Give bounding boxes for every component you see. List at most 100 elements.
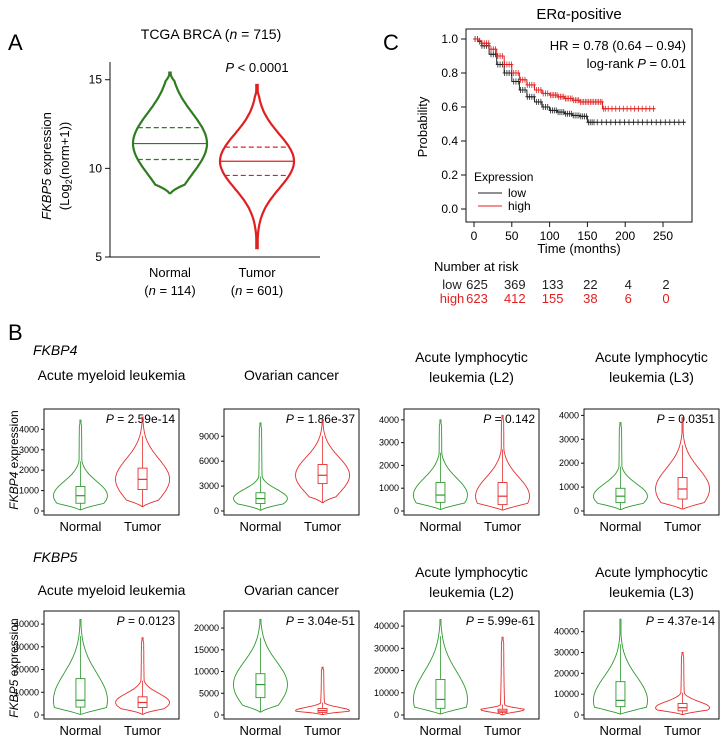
panel-b-p-annotation: P = 1.86e-37 <box>286 412 355 426</box>
panel-c-risk-title: Number at risk <box>434 259 519 274</box>
panel-b-ytick-label: 3000 <box>559 434 579 444</box>
panel-b-p-label: P <box>483 412 491 426</box>
panel-b-ytick-label: 5000 <box>199 688 219 698</box>
panel-b-p-annotation: P = 3.04e-51 <box>286 614 355 628</box>
panel-b-p-annotation: P = 5.99e-61 <box>466 614 535 628</box>
panel-b-chart-title: Acute lymphocytic <box>595 349 708 365</box>
panel-b-ytick-label: 4000 <box>379 415 399 425</box>
panel-b-ytick-label: 40000 <box>374 621 399 631</box>
panel-b-chart-title: leukemia (L3) <box>609 584 694 600</box>
panel-c-ytick-label: 0.6 <box>441 100 458 114</box>
panel-b-row2-ylabel: FKBP5 expression <box>7 618 21 717</box>
panel-c-label: C <box>383 30 399 55</box>
panel-b-violin-tumor <box>115 637 170 715</box>
panel-c-ytick-label: 0.4 <box>441 134 458 148</box>
panel-b-ytick-label: 0 <box>214 710 219 720</box>
panel-b-chart-2: Ovarian cancer P = 1.86e-37 0 3000 6000 9000 N… <box>199 367 360 534</box>
panel-c-xtick-label: 150 <box>577 229 597 243</box>
panel-b-xlabel-tumor: Tumor <box>484 519 522 534</box>
panel-c-ytick-label: 1.0 <box>441 32 458 46</box>
panel-b-p-value: = 2.59e-14 <box>114 412 175 426</box>
panel-c-xtick-label: 0 <box>471 229 478 243</box>
panel-c-plot-frame <box>465 28 693 223</box>
panel-b-p-annotation: P = 0.0351 <box>657 412 716 426</box>
panel-a-ytick-label: 5 <box>95 250 102 264</box>
panel-b-charts: Acute myeloid leukemia P = 2.59e-14 0 1000 2… <box>14 349 720 738</box>
panel-b-violin-normal <box>53 619 108 715</box>
panel-b-ytick-label: 40000 <box>14 619 39 629</box>
panel-b-chart-5: Acute myeloid leukemia P = 0.0123 0 10000 20… <box>14 582 186 738</box>
panel-b-p-value: = 5.99e-61 <box>474 614 535 628</box>
panel-b-ytick-label: 2000 <box>379 460 399 470</box>
panel-b-xlabel-tumor: Tumor <box>304 723 342 738</box>
panel-b-ytick-label: 30000 <box>374 643 399 653</box>
panel-a-plot: 5 10 15 <box>89 71 296 264</box>
panel-b-p-label: P <box>117 614 125 628</box>
panel-c-risk-value: 6 <box>625 291 632 306</box>
panel-b-violin-normal <box>53 419 108 511</box>
panel-a-xlabel-tumor: Tumor <box>238 265 276 280</box>
panel-b-ytick-label: 2000 <box>559 458 579 468</box>
panel-b-xlabel-tumor: Tumor <box>124 723 162 738</box>
panel-c-risk-value: 2 <box>662 277 669 292</box>
panel-b-ytick-label: 30000 <box>554 648 579 658</box>
panel-c-risk-value: 625 <box>466 277 488 292</box>
panel-b-p-label: P <box>657 412 665 426</box>
panel-b-violin-tumor <box>295 419 350 504</box>
panel-c-risk-table: low 625 369 133 22 4 2 high 623 412 155 38 6 0 <box>440 277 670 306</box>
panel-b-p-annotation: P = 4.37e-14 <box>646 614 715 628</box>
panel-c-logrank: log-rank P = 0.01 <box>587 56 686 71</box>
panel-a-n-tumor: (n = 601) <box>231 283 283 298</box>
panel-b-p-label: P <box>646 614 654 628</box>
panel-c-xtick-label: 50 <box>505 229 519 243</box>
panel-b-plot-frame <box>583 610 720 720</box>
panel-c-ytick-label: 0.2 <box>441 168 458 182</box>
panel-b-ytick-label: 3000 <box>19 445 39 455</box>
panel-c-ylabel: Probability <box>415 96 430 157</box>
panel-b-row1-gene: FKBP4 <box>33 342 78 358</box>
panel-b-plot-frame <box>223 408 360 516</box>
panel-b-chart-6: Ovarian cancer P = 3.04e-51 0 5000 10000 1500… <box>194 582 360 738</box>
panel-b-box-normal <box>435 482 446 503</box>
panel-c-xtick-label: 200 <box>615 229 635 243</box>
panel-b-ytick-label: 20000 <box>374 666 399 676</box>
panel-c-risk-value: 0 <box>662 291 669 306</box>
panel-c-ytick-label: 0.0 <box>441 202 458 216</box>
panel-b-box-tumor <box>317 464 328 485</box>
panel-b-p-value: = 0.0351 <box>665 412 716 426</box>
panel-b-xlabel-tumor: Tumor <box>124 519 162 534</box>
panel-b-p-value: = 4.37e-14 <box>654 614 715 628</box>
panel-b-ytick-label: 40000 <box>554 627 579 637</box>
panel-b-ytick-label: 1000 <box>559 482 579 492</box>
panel-b-row1-ylabel: FKBP4 expression <box>7 410 21 509</box>
panel-b-violin-tumor <box>475 414 530 511</box>
panel-b-xlabel-normal: Normal <box>239 519 281 534</box>
panel-c-risk-value: 623 <box>466 291 488 306</box>
panel-c-xtick-label: 100 <box>540 229 560 243</box>
panel-b-ytick-label: 10000 <box>14 687 39 697</box>
panel-b-xlabel-normal: Normal <box>59 519 101 534</box>
panel-b-chart-7: Acute lymphocytic leukemia (L2) P = 5.99e-… <box>374 564 540 738</box>
panel-b-label: B <box>8 320 23 345</box>
panel-b-p-annotation: P = 0.0123 <box>117 614 176 628</box>
panel-b-row2-gene: FKBP5 <box>33 549 78 565</box>
panel-b-ytick-label: 4000 <box>559 410 579 420</box>
panel-b-xlabel-tumor: Tumor <box>664 723 702 738</box>
panel-b-chart-title: leukemia (L3) <box>609 369 694 385</box>
panel-b-ytick-label: 3000 <box>199 481 219 491</box>
panel-b-ytick-label: 0 <box>34 506 39 516</box>
panel-b-ytick-label: 20000 <box>14 665 39 675</box>
panel-b-ytick-label: 4000 <box>19 424 39 434</box>
panel-b-box-normal <box>435 678 446 709</box>
panel-a-ytick-label: 15 <box>89 73 103 87</box>
panel-b-plot-frame <box>403 408 540 516</box>
panel-a-xlabel-normal: Normal <box>149 265 191 280</box>
panel-b-p-value: = 3.04e-51 <box>294 614 355 628</box>
panel-b-xlabel-normal: Normal <box>239 723 281 738</box>
panel-b-chart-title: Acute lymphocytic <box>415 564 528 580</box>
panel-b-ytick-label: 1000 <box>19 486 39 496</box>
panel-b-chart-title: Ovarian cancer <box>244 367 339 383</box>
panel-a-p-annotation: P < 0.0001 <box>225 60 288 75</box>
panel-b-xlabel-tumor: Tumor <box>484 723 522 738</box>
panel-b-ytick-label: 15000 <box>194 645 219 655</box>
